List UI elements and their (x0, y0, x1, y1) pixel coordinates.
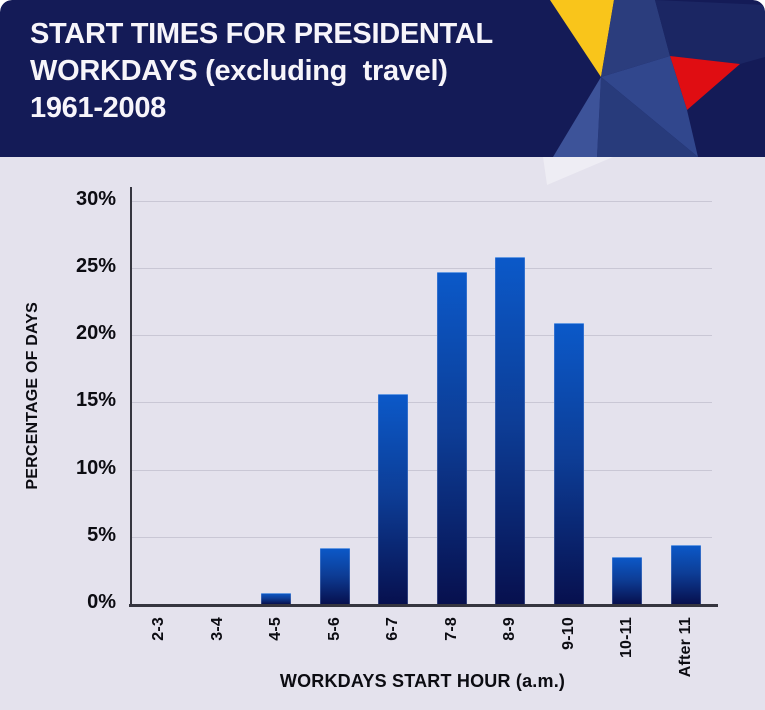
x-label-slot: After 11 (657, 617, 716, 677)
x-tick-label: 4-5 (267, 617, 285, 641)
y-tick-label: 5% (87, 523, 116, 546)
x-label-slot: 7-8 (423, 617, 482, 641)
x-tick-label: 8-9 (501, 617, 519, 641)
bar-slot-9-10 (540, 187, 599, 604)
bar-slot-5-6 (306, 187, 365, 604)
star-facet-red (670, 56, 740, 110)
star-ghost-decoration (543, 157, 613, 185)
star-facet-top (601, 0, 670, 77)
star-facet-bottom (597, 77, 698, 157)
title-line-2: WORKDAYS (excluding travel) (30, 55, 448, 87)
gridline-15 (131, 402, 712, 404)
chart-title: START TIMES FOR PRESIDENTAL WORKDAYS (ex… (30, 16, 493, 127)
bars-row (130, 187, 715, 604)
x-label-slot: 3-4 (189, 617, 248, 641)
bar-After 11 (670, 544, 701, 604)
x-label-slot: 5-6 (306, 617, 365, 641)
gridline-10 (131, 469, 712, 471)
chart-panel: PERCENTAGE OF DAYS 0% 5% 10% 15% 20% 25% 30% 2… (0, 157, 765, 710)
gridline-25 (131, 267, 712, 269)
gridline-30 (131, 200, 712, 202)
y-tick-label: 0% (87, 591, 116, 613)
star-facet-yellow (550, 0, 614, 77)
gridline-20 (131, 335, 712, 336)
y-axis-line (130, 187, 132, 605)
bar-6-7 (378, 394, 409, 604)
bar-8-9 (495, 257, 526, 604)
y-axis-ticks: 0% 5% 10% 15% 20% 25% 30% (0, 187, 116, 613)
bar-10-11 (612, 556, 643, 604)
bar-slot-10-11 (598, 187, 657, 604)
star-facet-left (553, 77, 601, 157)
x-label-slot: 10-11 (598, 617, 657, 658)
header: START TIMES FOR PRESIDENTAL WORKDAYS (ex… (0, 0, 765, 157)
title-line-3: 1961-2008 (30, 92, 166, 124)
x-axis-title: WORKDAYS START HOUR (a.m.) (279, 671, 566, 691)
gridline-5 (131, 536, 712, 538)
x-tick-label: After 11 (676, 617, 694, 678)
y-tick-label: 30% (75, 187, 116, 210)
x-label-slot: 8-9 (481, 617, 540, 641)
star-facet-top-right (655, 0, 765, 64)
y-tick-label: 20% (75, 322, 116, 344)
title-line-1: START TIMES FOR PRESIDENTAL (30, 18, 493, 50)
x-tick-label: 9-10 (559, 617, 577, 650)
bar-slot-After 11 (657, 187, 716, 604)
x-tick-label: 3-4 (208, 617, 226, 641)
star-facet-center (601, 56, 698, 157)
faceted-star-icon (550, 0, 765, 157)
bar-5-6 (319, 547, 350, 604)
x-label-slot: 6-7 (364, 617, 423, 641)
x-label-slot: 9-10 (540, 617, 599, 650)
x-axis-labels: 2-3 3-4 4-5 5-6 6-7 7-8 8-9 9-10 10-11 After 11 (130, 617, 715, 677)
bar-9-10 (553, 322, 584, 604)
x-tick-label: 2-3 (150, 617, 168, 641)
bar-slot-7-8 (423, 187, 482, 604)
x-tick-label: 6-7 (384, 617, 402, 641)
x-tick-label: 7-8 (442, 617, 460, 641)
bar-slot-6-7 (364, 187, 423, 604)
y-tick-label: 25% (75, 254, 116, 277)
x-axis-line (129, 604, 718, 607)
bar-4-5 (261, 593, 292, 604)
bar-slot-3-4 (189, 187, 248, 604)
bar-slot-2-3 (130, 187, 189, 604)
x-label-slot: 2-3 (130, 617, 189, 641)
plot-area (129, 187, 718, 607)
bar-slot-4-5 (247, 187, 306, 604)
x-tick-label: 10-11 (618, 617, 636, 659)
bar-7-8 (436, 271, 467, 604)
y-tick-label: 10% (75, 456, 116, 479)
y-tick-label: 15% (75, 389, 116, 412)
x-label-slot: 4-5 (247, 617, 306, 641)
bar-slot-8-9 (481, 187, 540, 604)
x-tick-label: 5-6 (325, 617, 343, 641)
